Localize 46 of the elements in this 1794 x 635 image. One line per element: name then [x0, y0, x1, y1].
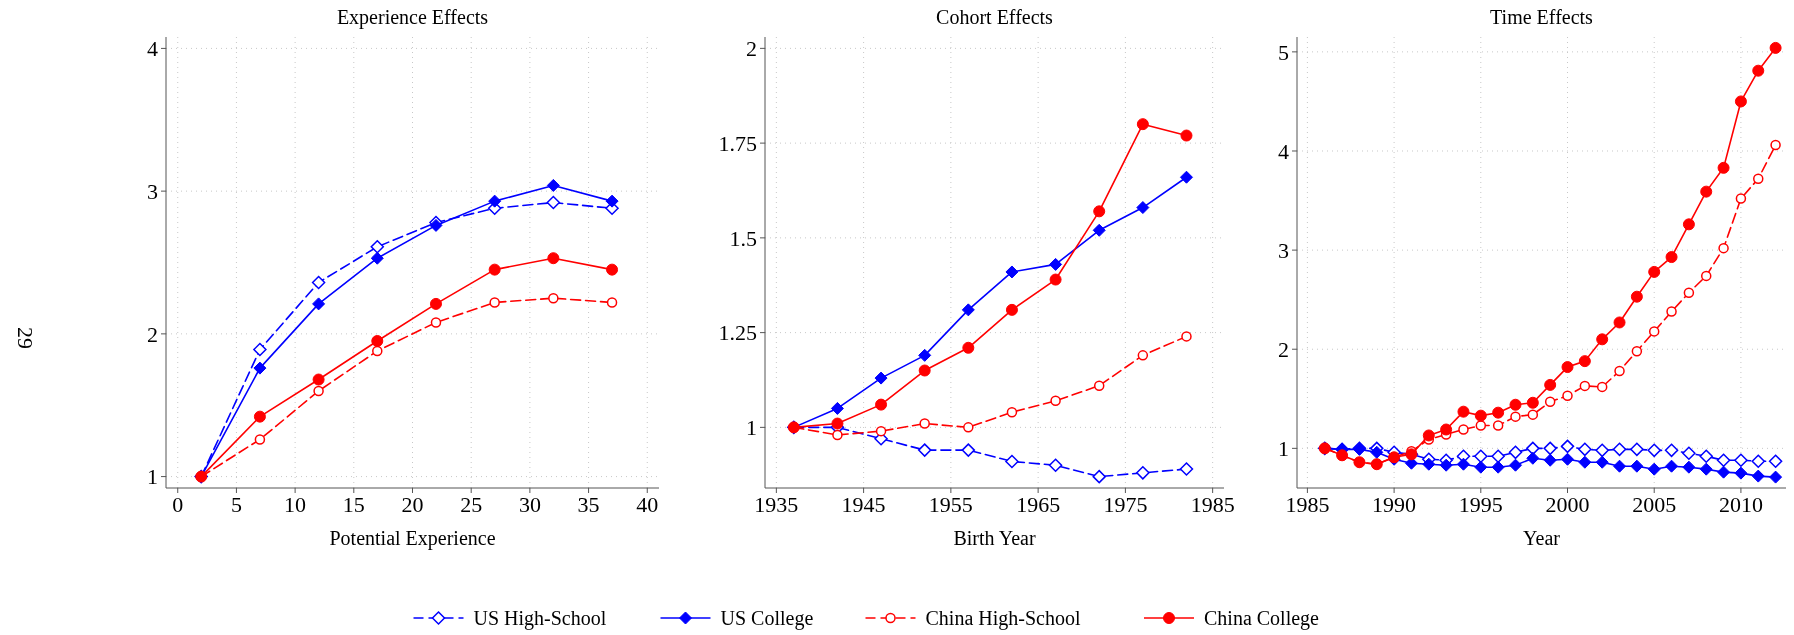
y-tick-label: 1.75	[718, 130, 757, 156]
y-tick-label: 4	[1278, 138, 1289, 164]
y-tick-label: 1	[746, 415, 757, 441]
y-tick-label: 3	[1278, 237, 1289, 263]
chart-title: Time Effects	[1490, 6, 1594, 28]
x-tick-label: 1945	[841, 492, 886, 517]
y-tick-label: 2	[746, 36, 757, 62]
x-tick-label: 15	[342, 492, 365, 517]
x-tick-label: 1995	[1458, 492, 1503, 517]
legend-label: China High-School	[925, 607, 1081, 630]
x-tick-label: 10	[284, 492, 307, 517]
legend-label: China College	[1204, 607, 1320, 630]
text: 29	[13, 327, 38, 349]
x-tick-label: 1955	[928, 492, 973, 517]
x-axis-title: Year	[1523, 527, 1561, 549]
x-tick-label: 25	[460, 492, 483, 517]
y-tick-label: 1	[1278, 436, 1289, 462]
x-tick-label: 1985	[1190, 492, 1235, 517]
y-tick-label: 2	[147, 321, 158, 347]
x-tick-label: 1975	[1103, 492, 1148, 517]
x-tick-label: 1965	[1016, 492, 1061, 517]
x-tick-label: 2010	[1718, 492, 1763, 517]
y-tick-label: 1	[147, 464, 158, 490]
x-tick-label: 1990	[1372, 492, 1417, 517]
x-tick-label: 0	[172, 492, 184, 517]
chart-title: Experience Effects	[336, 6, 489, 29]
x-tick-label: 30	[518, 492, 541, 517]
y-tick-label: 4	[147, 36, 158, 62]
chart-title: Cohort Effects	[936, 6, 1054, 28]
x-tick-label: 35	[577, 492, 600, 517]
x-tick-label: 2005	[1632, 492, 1677, 517]
x-tick-label: 20	[401, 492, 424, 517]
y-tick-label: 1.25	[718, 320, 757, 346]
x-tick-label: 40	[636, 492, 659, 517]
legend-label: US High-School	[473, 607, 607, 630]
x-tick-label: 5	[230, 492, 242, 517]
y-tick-label: 3	[147, 178, 158, 204]
legend-label: US College	[720, 607, 814, 630]
y-tick-label: 5	[1278, 39, 1289, 65]
x-tick-label: 1935	[754, 492, 799, 517]
x-tick-label: 2000	[1545, 492, 1590, 517]
x-axis-title: Potential Experience	[329, 527, 496, 550]
x-tick-label: 1985	[1285, 492, 1330, 517]
y-tick-label: 2	[1278, 336, 1289, 362]
x-axis-title: Birth Year	[953, 527, 1036, 549]
y-tick-label: 1.5	[729, 225, 757, 251]
